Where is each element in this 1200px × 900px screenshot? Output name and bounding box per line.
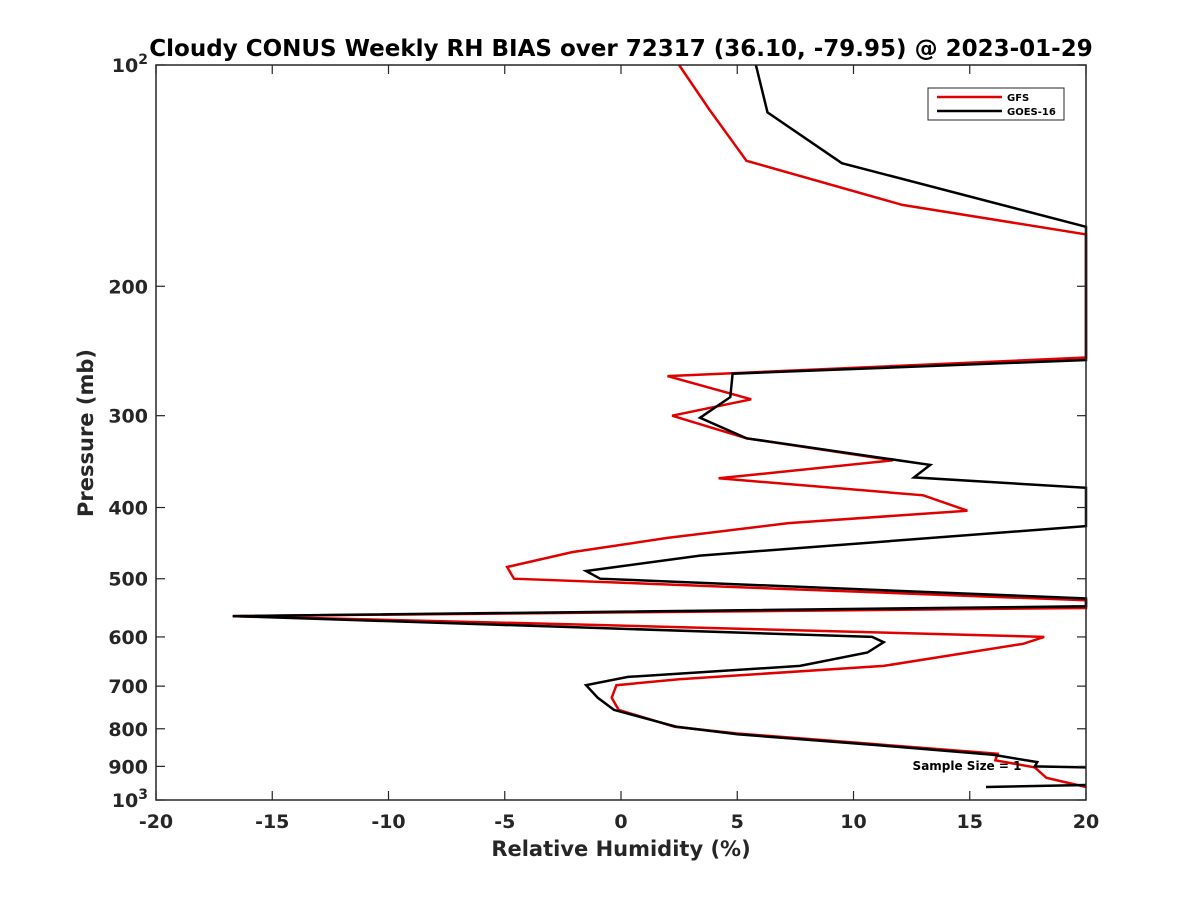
y-tick-exponent: 2: [138, 52, 148, 68]
x-tick-label: 5: [731, 811, 744, 833]
y-tick-base: 10: [112, 790, 138, 812]
legend: GFS GOES-16: [927, 87, 1065, 121]
y-tick-label: 600: [108, 627, 148, 649]
y-tick-label: 800: [108, 719, 148, 741]
y-tick-base: 10: [112, 55, 138, 77]
y-tick-exponent: 3: [138, 787, 148, 803]
y-tick-label: 103: [112, 787, 148, 812]
y-tick-label: 500: [108, 569, 148, 591]
x-tick-label: 15: [957, 811, 983, 833]
chart-title: Cloudy CONUS Weekly RH BIAS over 72317 (…: [149, 36, 1092, 62]
x-tick-label: -5: [494, 811, 515, 833]
x-tick-label: 20: [1073, 811, 1099, 833]
x-axis-ticks: -20 -15 -10 -5 0 5 10 15 20: [139, 65, 1099, 833]
axes-box: [155, 64, 1087, 801]
y-tick-label: 900: [108, 756, 148, 778]
x-tick-label: -15: [255, 811, 289, 833]
y-tick-label: 200: [108, 276, 148, 298]
legend-label-goes-16: GOES-16: [1007, 107, 1056, 118]
x-tick-label: 10: [840, 811, 866, 833]
x-tick-label: -10: [371, 811, 405, 833]
y-tick-label: 102: [112, 52, 148, 77]
y-tick-label: 300: [108, 406, 148, 428]
series-line-extra-2: [985, 783, 1087, 789]
sample-size-annotation: Sample Size = 1: [913, 759, 1022, 773]
y-tick-label: 400: [108, 498, 148, 520]
series-layer: [232, 64, 1088, 789]
x-tick-label: 0: [614, 811, 627, 833]
x-axis-label: Relative Humidity (%): [491, 837, 750, 861]
plot-area: [155, 64, 1088, 801]
series-line-goes-16: [232, 64, 1088, 769]
series-line-gfs: [232, 64, 1088, 789]
y-axis-label: Pressure (mb): [74, 349, 98, 517]
legend-label-gfs: GFS: [1007, 93, 1029, 104]
legend-box: [927, 87, 1065, 121]
y-tick-label: 700: [108, 676, 148, 698]
x-tick-label: -20: [139, 811, 173, 833]
